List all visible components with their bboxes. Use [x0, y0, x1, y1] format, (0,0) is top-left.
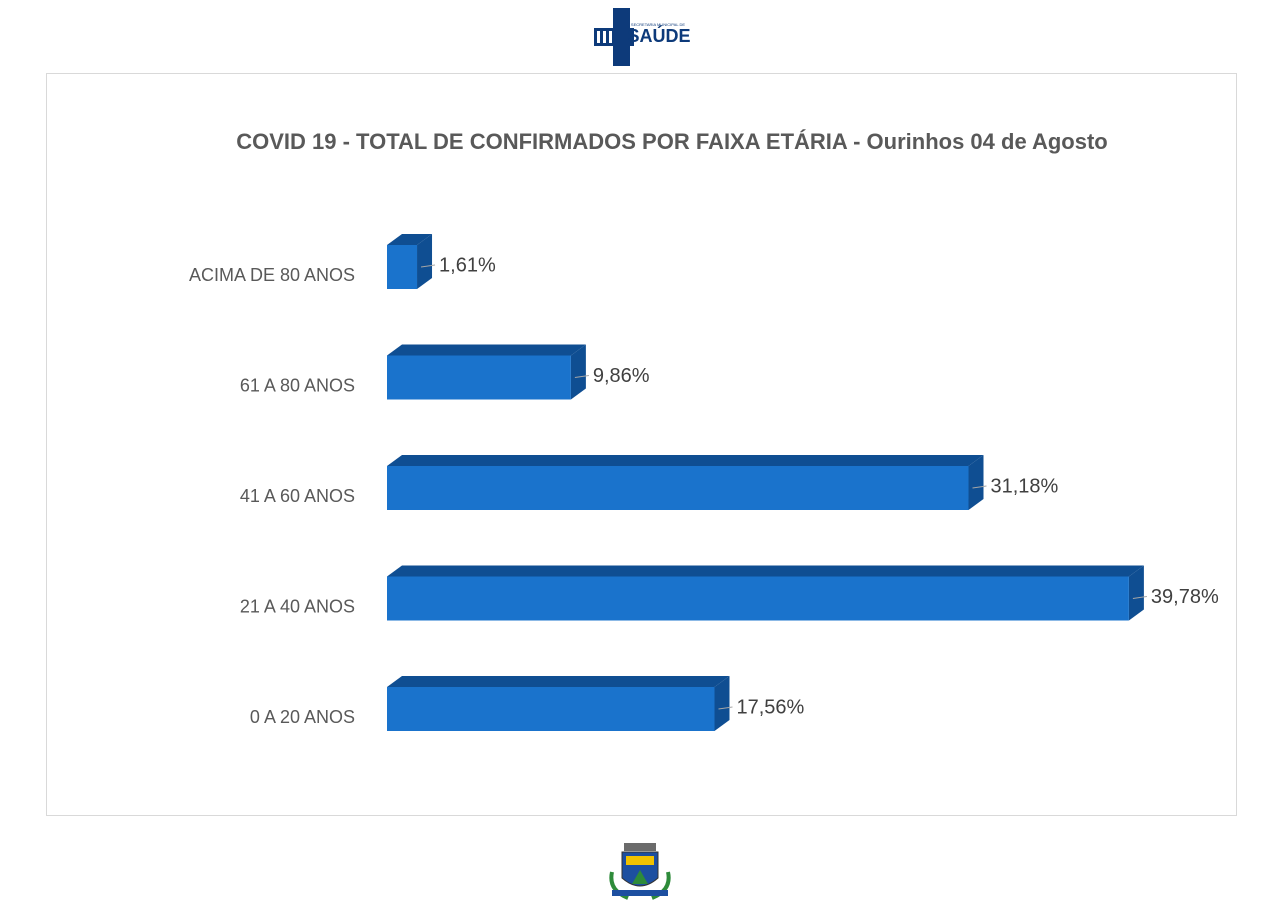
- crown: [624, 843, 656, 851]
- logo: SECRETARIA MUNICIPAL DE SAÚDE: [594, 8, 691, 66]
- leader-line: [1132, 596, 1147, 599]
- bar: [387, 245, 418, 289]
- bar: [387, 576, 1129, 621]
- bar-side: [417, 234, 433, 289]
- leader-line: [718, 706, 733, 710]
- bar-top: [387, 455, 984, 466]
- bar: [387, 355, 571, 400]
- leader-line: [420, 264, 436, 268]
- tree: [632, 870, 648, 884]
- bar-side: [714, 676, 730, 731]
- y-tick-label: ACIMA DE 80 ANOS: [189, 265, 355, 285]
- logo-caption: SECRETARIA MUNICIPAL DE: [631, 22, 685, 27]
- bar-top: [387, 234, 433, 245]
- laurel: [609, 871, 671, 900]
- y-tick-label: 41 A 60 ANOS: [240, 486, 355, 506]
- bar-side: [968, 455, 984, 510]
- leader-line: [574, 375, 589, 378]
- plot: 1,61% ACIMA DE 80 ANOS 9,86% 61 A 80 ANOS 31…: [189, 234, 1219, 731]
- leader-line: [972, 485, 987, 489]
- logo-stripe: [603, 31, 606, 43]
- bar-side: [570, 344, 586, 400]
- data-label: 31,18%: [991, 475, 1059, 497]
- bar-side: [1128, 565, 1144, 621]
- bar: [387, 687, 715, 731]
- chart-title: COVID 19 - TOTAL DE CONFIRMADOS POR FAIX…: [236, 129, 1108, 154]
- data-label: 1,61%: [439, 254, 496, 276]
- data-label: 17,56%: [736, 696, 804, 718]
- logo-stripe: [609, 31, 612, 43]
- shield-band: [626, 856, 654, 865]
- logo-name: SAÚDE: [627, 25, 690, 46]
- data-label: 9,86%: [593, 365, 650, 387]
- bar-top: [387, 565, 1144, 577]
- bar-top: [387, 676, 730, 687]
- data-label: 39,78%: [1151, 586, 1219, 608]
- logo-stripe: [597, 31, 600, 43]
- bar-top: [387, 344, 586, 356]
- ribbon: [612, 890, 668, 896]
- y-tick-label: 21 A 40 ANOS: [240, 596, 355, 616]
- bar: [387, 466, 969, 510]
- y-tick-label: 61 A 80 ANOS: [240, 375, 355, 395]
- coat-of-arms: [609, 843, 671, 900]
- y-tick-label: 0 A 20 ANOS: [250, 707, 355, 727]
